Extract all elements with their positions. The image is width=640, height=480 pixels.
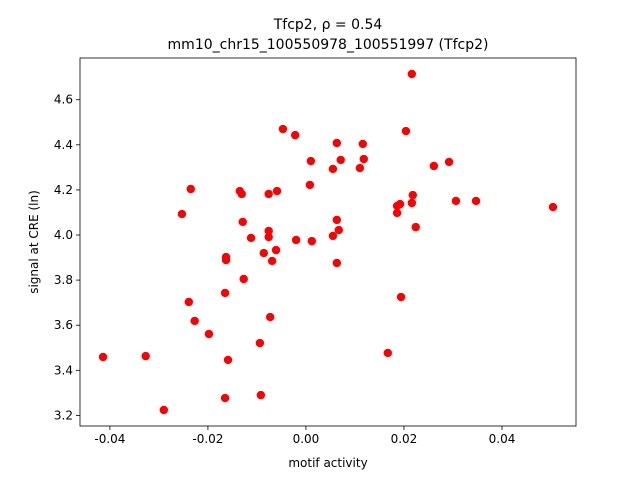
point <box>332 258 342 268</box>
y-tick-label: 3.2 <box>54 408 73 422</box>
y-tick-label: 4.2 <box>54 183 73 197</box>
chart-subtitle: mm10_chr15_100550978_100551997 (Tfcp2) <box>168 37 489 53</box>
y-axis-label: signal at CRE (ln) <box>27 190 41 294</box>
point <box>256 390 266 400</box>
y-tick-label: 3.8 <box>54 273 73 287</box>
point <box>259 248 268 258</box>
point <box>395 199 405 209</box>
x-tick-label: 0.02 <box>391 432 418 446</box>
point <box>328 231 338 241</box>
x-axis-label: motif activity <box>288 456 367 470</box>
x-tick-label: -0.02 <box>192 432 223 446</box>
point <box>255 338 265 348</box>
point <box>471 196 481 206</box>
point <box>220 288 230 298</box>
point <box>407 69 417 79</box>
point <box>246 233 256 243</box>
point <box>307 236 317 246</box>
point <box>237 189 246 199</box>
point <box>177 209 187 219</box>
point <box>429 161 439 171</box>
point <box>305 180 315 190</box>
point <box>271 245 281 255</box>
point <box>411 222 420 232</box>
point <box>332 138 342 148</box>
point <box>290 130 300 140</box>
x-tick-label: -0.04 <box>94 432 125 446</box>
y-tick-label: 3.6 <box>54 318 73 332</box>
point <box>355 163 365 173</box>
point <box>306 156 316 166</box>
point <box>548 202 558 212</box>
y-tick-label: 3.4 <box>54 363 73 377</box>
point <box>190 316 199 326</box>
point <box>184 297 194 307</box>
point <box>407 198 417 208</box>
point <box>332 215 342 225</box>
point <box>186 184 195 194</box>
point <box>278 124 288 134</box>
point <box>204 329 214 339</box>
point <box>223 355 233 365</box>
point <box>336 155 345 165</box>
x-tick-label: 0.00 <box>293 432 320 446</box>
point <box>264 226 273 236</box>
point <box>291 235 301 245</box>
point <box>221 255 231 265</box>
point <box>267 256 277 266</box>
y-tick-label: 4.0 <box>54 228 73 242</box>
point <box>264 189 273 199</box>
point <box>238 217 247 227</box>
point <box>220 393 230 403</box>
point <box>272 186 282 196</box>
point <box>392 208 402 218</box>
x-tick-label: 0.04 <box>489 432 516 446</box>
point <box>396 292 406 302</box>
point <box>359 154 368 164</box>
point <box>98 352 108 362</box>
point <box>328 164 338 174</box>
point <box>444 157 454 167</box>
point <box>401 126 411 136</box>
point <box>408 190 417 200</box>
point <box>239 274 248 284</box>
y-tick-label: 4.4 <box>54 138 73 152</box>
point <box>334 225 343 235</box>
point <box>141 351 150 361</box>
point <box>265 312 275 322</box>
y-tick-label: 4.6 <box>54 93 73 107</box>
point <box>451 196 461 206</box>
point <box>264 232 273 242</box>
point <box>383 348 392 358</box>
point <box>159 405 169 415</box>
chart-title: Tfcp2, ρ = 0.54 <box>273 17 383 33</box>
plot-frame <box>79 57 577 427</box>
point <box>358 139 367 149</box>
